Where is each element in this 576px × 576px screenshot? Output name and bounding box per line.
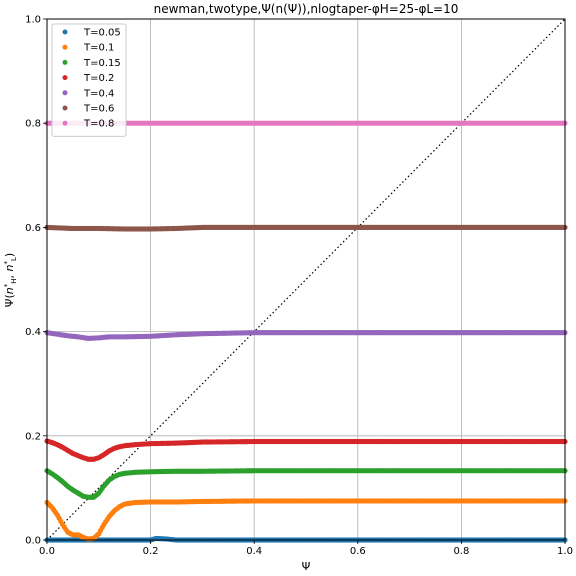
legend-label: T=0.05 (83, 28, 121, 39)
y-tick-label: 1.0 (25, 15, 41, 26)
series-T=0.15 (44, 468, 568, 500)
legend-marker (62, 90, 68, 96)
legend-marker (62, 29, 68, 35)
y-axis-label: Ψ(n*H, n*L) (3, 253, 18, 307)
series-T=0.6 (44, 224, 568, 232)
x-tick-label: 0.0 (39, 546, 55, 557)
y-axis-ticks: 0.0 0.2 0.4 0.6 0.8 1.0 (25, 15, 47, 547)
y-tick-label: 0.2 (25, 431, 41, 442)
series-T=0.4 (44, 330, 568, 341)
legend-label: T=0.4 (83, 88, 114, 99)
y-tick-label: 0.0 (25, 536, 41, 547)
legend-label: T=0.6 (83, 104, 114, 115)
legend-marker (62, 105, 68, 111)
legend-label: T=0.15 (83, 58, 121, 69)
legend-label: T=0.8 (83, 119, 114, 130)
chart-title: newman,twotype,Ψ(n(Ψ)),nlogtaper-φH=25-φ… (154, 2, 459, 16)
x-axis-ticks: 0.0 0.2 0.4 0.6 0.8 1.0 (39, 540, 573, 557)
x-tick-label: 0.8 (453, 546, 469, 557)
legend-label: T=0.2 (83, 73, 114, 84)
y-tick-label: 0.8 (25, 119, 41, 130)
y-tick-label: 0.4 (25, 327, 41, 338)
plot-frame (46, 18, 566, 541)
y-tick-label: 0.6 (25, 223, 41, 234)
legend: T=0.05 T=0.1 T=0.15 T=0.2 T=0.4 T=0.6 T=0.8 (51, 23, 127, 137)
x-tick-label: 1.0 (557, 546, 573, 557)
diagonal-identity-line (46, 18, 566, 541)
x-tick-label: 0.4 (246, 546, 262, 557)
x-axis-label: Ψ (302, 560, 311, 573)
x-tick-label: 0.2 (143, 546, 159, 557)
series-T=0.2 (44, 438, 568, 462)
legend-marker (62, 120, 68, 126)
y-axis-label-group: Ψ(n*H, n*L) (3, 253, 18, 307)
series-T=0.1 (44, 498, 568, 542)
legend-label: T=0.1 (83, 43, 114, 54)
diagonal-line (46, 18, 566, 541)
legend-box (51, 23, 127, 137)
legend-marker (62, 59, 68, 65)
x-tick-label: 0.6 (350, 546, 366, 557)
legend-marker (62, 44, 68, 50)
legend-marker (62, 75, 68, 81)
